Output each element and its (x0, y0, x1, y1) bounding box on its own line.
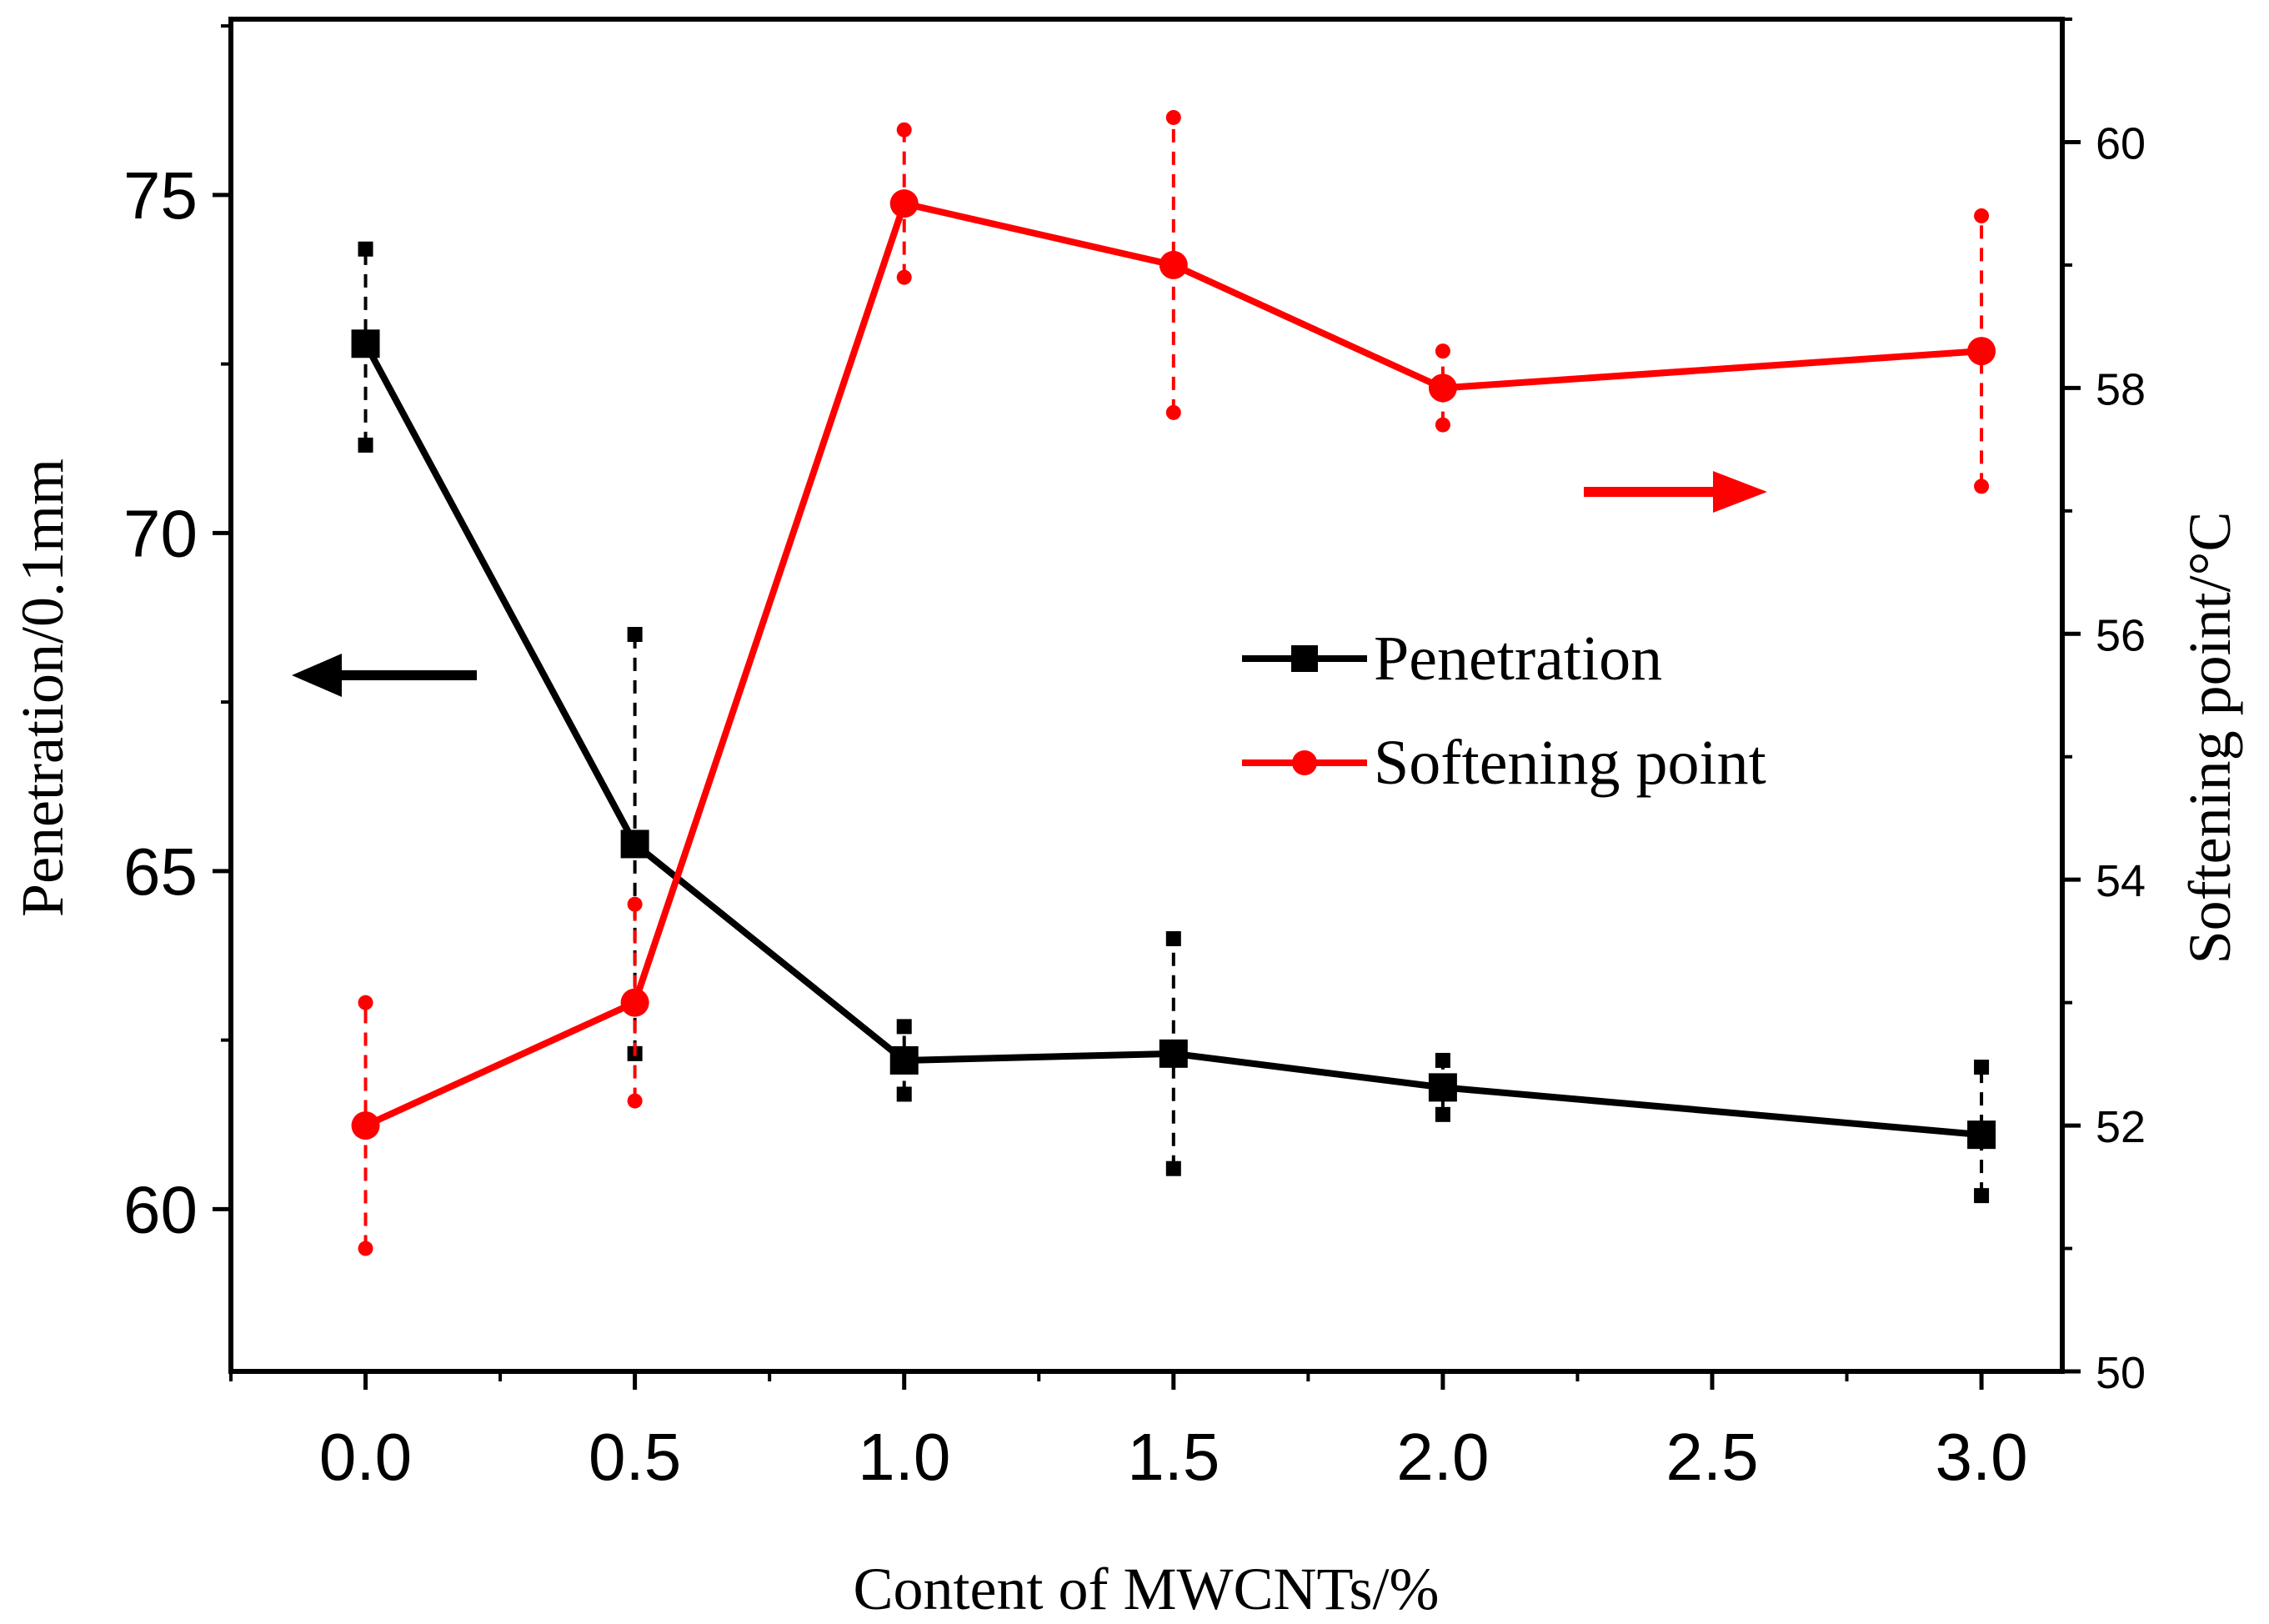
y-right-tick-label: 54 (2096, 856, 2146, 906)
y-axis-title-left: Penetration/0.1mm (9, 459, 76, 917)
penetration-point (1159, 1039, 1188, 1068)
penetration-error-cap-low (896, 1086, 912, 1102)
softening-point-error-cap-low (627, 1093, 643, 1109)
penetration-point (351, 329, 380, 358)
legend-marker-penetration (1291, 645, 1318, 672)
penetration-error-cap-low (1165, 1160, 1181, 1176)
softening-point-point (889, 189, 919, 218)
series-lines (363, 200, 1982, 1139)
error-bars (358, 109, 1990, 1256)
softening-point-point (351, 1111, 380, 1140)
softening-point-error-cap-high (627, 896, 643, 912)
x-axis-title: Content of MWCNTs/% (854, 1556, 1440, 1622)
axis-ticks (213, 18, 2081, 1390)
softening-point-point (1967, 337, 1996, 366)
x-tick-label: 1.0 (858, 1420, 950, 1494)
softening-point-line (363, 200, 1982, 1129)
penetration-point (620, 830, 649, 859)
y-right-tick-label: 56 (2096, 610, 2146, 660)
x-tick-label: 0.0 (319, 1420, 412, 1494)
softening-point-error-cap-high (1165, 109, 1181, 125)
softening-point-error-cap-low (896, 269, 912, 285)
softening-point-error-cap-low (1974, 479, 1990, 494)
series-markers (351, 189, 1996, 1150)
y-right-tick-label: 58 (2096, 364, 2146, 414)
penetration-error-cap-high (1435, 1052, 1450, 1068)
x-tick-label: 2.0 (1396, 1420, 1489, 1494)
softening-point-error-cap-low (1435, 417, 1450, 433)
legend: Penetration Softening point (1242, 624, 1766, 798)
right-axis-arrow (1584, 471, 1767, 513)
softening-point-point (1159, 250, 1188, 279)
softening-point-error-cap-high (1974, 208, 1990, 223)
penetration-error-cap-high (896, 1019, 912, 1035)
y-right-tick-label: 60 (2096, 118, 2146, 168)
y-right-tick-label: 52 (2096, 1102, 2146, 1152)
y-right-tick-label: 50 (2096, 1348, 2146, 1398)
y-left-tick-label: 70 (123, 496, 198, 570)
penetration-error-cap-high (627, 627, 643, 643)
y-left-tick-label: 75 (123, 158, 198, 233)
penetration-point (1428, 1073, 1457, 1102)
penetration-error-cap-high (1165, 930, 1181, 946)
left-axis-arrow (292, 654, 477, 697)
x-tick-label: 2.5 (1665, 1420, 1758, 1494)
y-left-tick-label: 65 (123, 835, 198, 909)
x-tick-label: 1.5 (1127, 1420, 1220, 1494)
penetration-line (363, 342, 1982, 1139)
x-tick-label: 0.5 (589, 1420, 681, 1494)
softening-point-point (1428, 373, 1457, 403)
axis-tick-labels: 0.0 0.5 1.0 1.5 2.0 2.5 3.0 60 65 70 75 50 52 54 56 58 6… (123, 118, 2146, 1494)
softening-point-error-cap-low (358, 1241, 373, 1256)
penetration-error-cap-high (358, 241, 373, 257)
penetration-point (889, 1045, 919, 1075)
legend-label-penetration: Penetration (1374, 624, 1662, 694)
softening-point-error-cap-high (358, 995, 373, 1010)
penetration-error-cap-low (1974, 1188, 1990, 1204)
softening-point-error-cap-low (1165, 404, 1181, 420)
softening-point-error-cap-high (896, 122, 912, 138)
softening-point-error-cap-high (1435, 343, 1450, 359)
penetration-error-cap-low (358, 437, 373, 453)
legend-label-softening-point: Softening point (1374, 728, 1766, 798)
plot-frame (228, 17, 2065, 1374)
penetration-error-cap-high (1974, 1060, 1990, 1075)
softening-point-point (620, 988, 649, 1017)
legend-marker-softening-point (1292, 750, 1317, 775)
penetration-point (1967, 1120, 1996, 1150)
y-left-tick-label: 60 (123, 1172, 198, 1246)
x-tick-label: 3.0 (1935, 1420, 2027, 1494)
y-axis-title-right: Softening point/°C (2176, 512, 2243, 965)
penetration-error-cap-low (1435, 1106, 1450, 1122)
